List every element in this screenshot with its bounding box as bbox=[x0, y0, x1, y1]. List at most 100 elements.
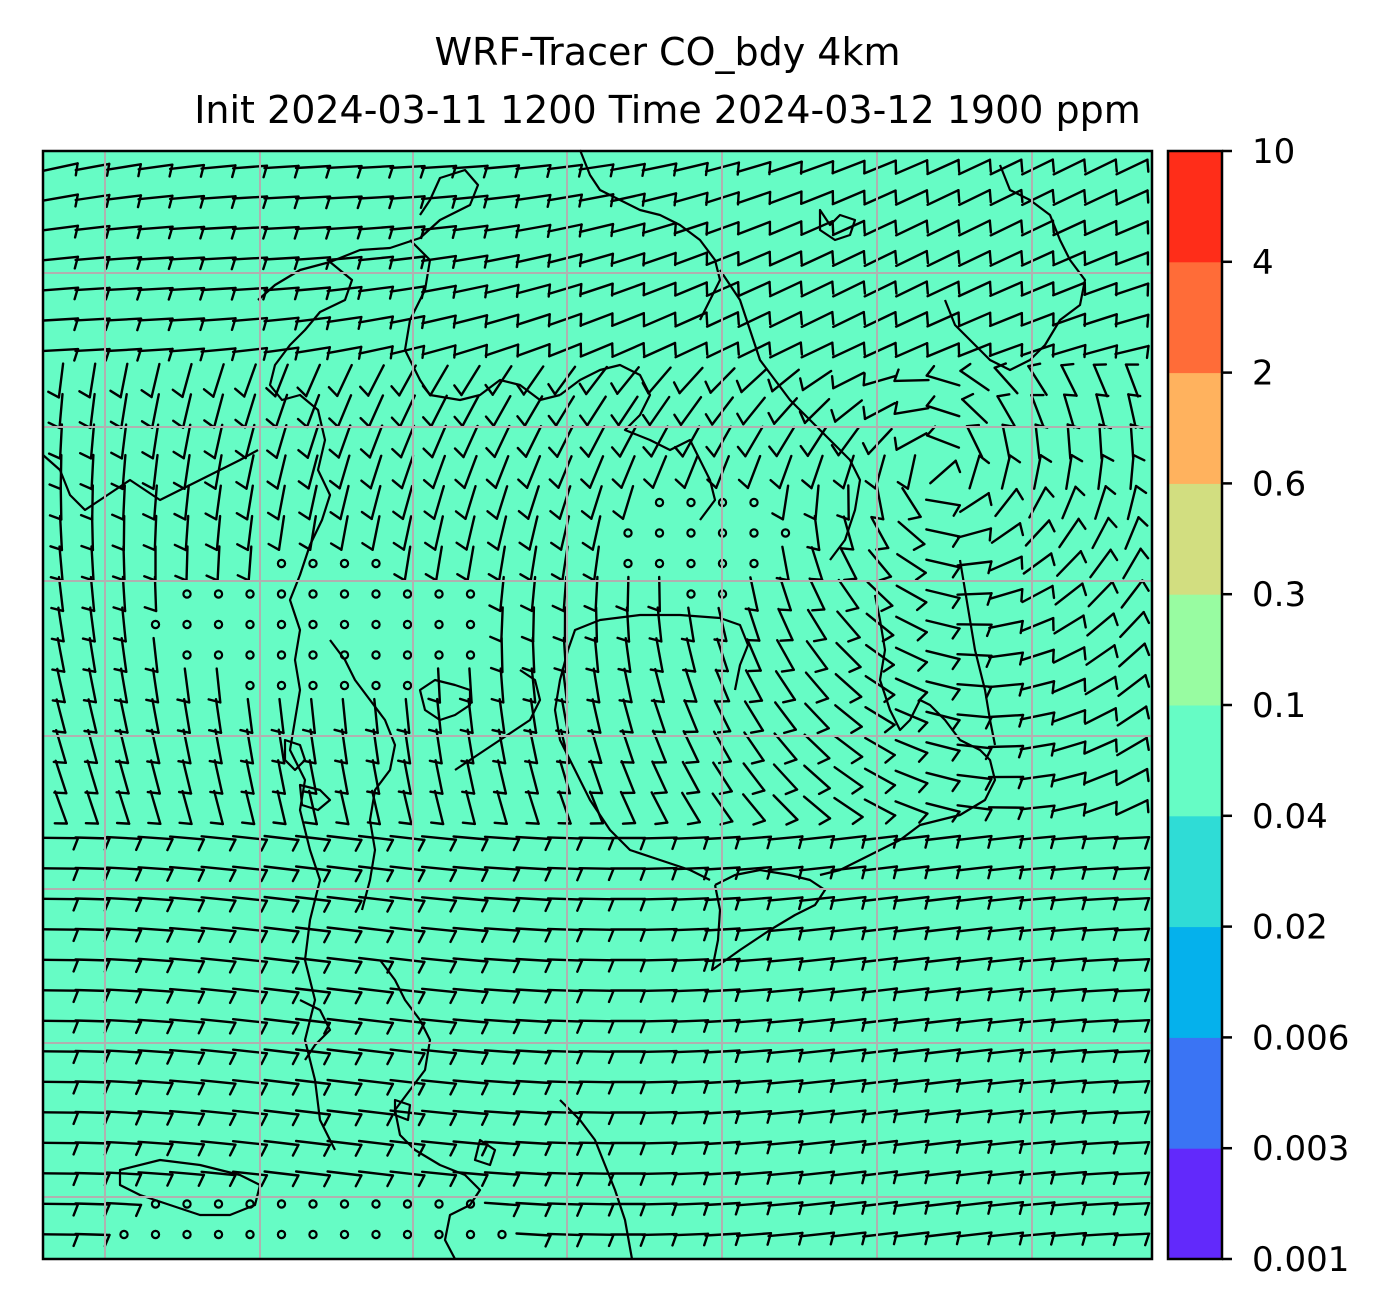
wind-barb-staff bbox=[925, 528, 961, 538]
wind-barb-flag bbox=[848, 665, 862, 674]
wind-barb-staff bbox=[42, 317, 80, 322]
wind-barb-staff bbox=[956, 527, 993, 539]
calm-wind-marker bbox=[182, 1229, 192, 1240]
wind-barb-staff bbox=[1114, 251, 1150, 266]
wind-barb-flag bbox=[72, 1233, 80, 1248]
wind-barb-staff bbox=[389, 1048, 426, 1055]
wind-barb-staff bbox=[746, 638, 762, 672]
wind-barb-flag bbox=[484, 383, 494, 396]
wind-barb-flag bbox=[166, 1021, 174, 1035]
wind-barb-staff bbox=[672, 897, 710, 901]
wind-barb-flag bbox=[746, 638, 761, 642]
wind-barb-staff bbox=[484, 283, 520, 295]
wind-barb-staff bbox=[994, 487, 1018, 518]
wind-barb-staff bbox=[182, 423, 192, 460]
wind-barb-flag bbox=[845, 606, 860, 613]
wind-barb-staff bbox=[735, 988, 773, 993]
wind-barb-staff bbox=[893, 1200, 930, 1208]
wind-barb-staff bbox=[658, 575, 661, 613]
wind-barb-flag bbox=[228, 899, 237, 913]
wind-barb-staff bbox=[89, 575, 96, 613]
wind-barb-flag bbox=[453, 415, 464, 428]
wind-barb-flag bbox=[544, 868, 552, 882]
wind-barb-flag bbox=[843, 577, 858, 582]
wind-barb-staff bbox=[832, 310, 865, 329]
wind-barb-staff bbox=[1082, 835, 1119, 841]
wind-barb-staff bbox=[357, 895, 395, 903]
wind-barb-staff bbox=[987, 713, 1025, 719]
wind-barb-flag bbox=[492, 790, 508, 795]
wind-barb-flag bbox=[862, 280, 867, 295]
wind-barb-flag bbox=[768, 341, 772, 356]
wind-barb-staff bbox=[369, 454, 383, 490]
wind-barb-staff bbox=[1126, 484, 1138, 521]
wind-barb-staff bbox=[650, 791, 669, 824]
wind-barb-staff bbox=[1020, 343, 1055, 357]
wind-barb-staff bbox=[861, 987, 899, 994]
wind-barb-staff bbox=[1051, 802, 1087, 813]
wind-barb-flag bbox=[544, 990, 552, 1004]
wind-barb-staff bbox=[956, 1109, 993, 1116]
wind-barb-staff bbox=[924, 834, 962, 842]
wind-barb-staff bbox=[121, 484, 127, 521]
wind-barb-staff bbox=[263, 286, 300, 292]
colorbar-segment bbox=[1168, 372, 1222, 484]
wind-barb-flag bbox=[354, 899, 363, 913]
wind-barb-staff bbox=[894, 159, 929, 175]
wind-barb-flag bbox=[955, 987, 962, 1002]
wind-barb-flag bbox=[48, 483, 62, 491]
wind-barb-flag bbox=[576, 1203, 584, 1217]
calm-wind-marker bbox=[654, 497, 665, 508]
wind-barb-flag bbox=[829, 926, 836, 941]
wind-barb-flag bbox=[294, 316, 300, 331]
wind-barb-staff bbox=[310, 697, 316, 735]
wind-barb-staff bbox=[1021, 188, 1055, 207]
wind-barb-staff bbox=[389, 315, 426, 324]
wind-barb-flag bbox=[894, 311, 898, 326]
wind-barb-staff bbox=[735, 1048, 773, 1055]
wind-barb-flag bbox=[861, 1200, 867, 1215]
wind-barb-staff bbox=[137, 835, 174, 841]
wind-barb-staff bbox=[641, 1141, 678, 1145]
wind-barb-flag bbox=[1018, 926, 1025, 941]
wind-barb-staff bbox=[74, 255, 111, 262]
wind-barb-flag bbox=[520, 635, 535, 643]
wind-barb-flag bbox=[892, 1231, 899, 1246]
wind-barb-staff bbox=[452, 1109, 489, 1116]
wind-barb-flag bbox=[1050, 742, 1056, 757]
wind-barb-flag bbox=[486, 510, 499, 520]
wind-barb-staff bbox=[650, 425, 669, 458]
wind-barb-staff bbox=[151, 667, 160, 704]
wind-barb-flag bbox=[607, 1020, 615, 1034]
wind-barb-flag bbox=[228, 930, 237, 944]
wind-barb-flag bbox=[951, 780, 961, 793]
wind-barb-staff bbox=[515, 1110, 552, 1115]
wind-barb-flag bbox=[166, 960, 174, 974]
wind-barb-staff bbox=[830, 865, 867, 872]
wind-barb-staff bbox=[956, 1017, 993, 1025]
wind-barb-staff bbox=[420, 865, 458, 872]
wind-barb-staff bbox=[1082, 1049, 1119, 1054]
wind-barb-staff bbox=[119, 667, 129, 704]
calm-wind-marker bbox=[339, 650, 350, 660]
wind-barb-staff bbox=[1051, 740, 1087, 753]
wind-barb-staff bbox=[1083, 800, 1118, 815]
wind-barb-staff bbox=[626, 575, 630, 613]
wind-barb-flag bbox=[1104, 485, 1117, 495]
wind-barb-staff bbox=[462, 424, 479, 459]
wind-barb-flag bbox=[1114, 219, 1118, 235]
wind-barb-staff bbox=[400, 454, 415, 490]
wind-barb-flag bbox=[607, 1203, 615, 1217]
wind-barb-flag bbox=[386, 1052, 395, 1066]
wind-barb-flag bbox=[611, 478, 623, 489]
wind-barb-flag bbox=[357, 285, 363, 300]
wind-barb-staff bbox=[798, 865, 836, 872]
wind-barb-flag bbox=[485, 447, 496, 459]
wind-barb-flag bbox=[894, 249, 898, 265]
wind-barb-staff bbox=[88, 362, 97, 399]
wind-barb-staff bbox=[987, 1170, 1025, 1177]
wind-barb-staff bbox=[767, 1231, 804, 1238]
coastline-segment bbox=[329, 168, 480, 264]
wind-barb-staff bbox=[58, 545, 64, 582]
wind-barb-staff bbox=[326, 345, 363, 355]
